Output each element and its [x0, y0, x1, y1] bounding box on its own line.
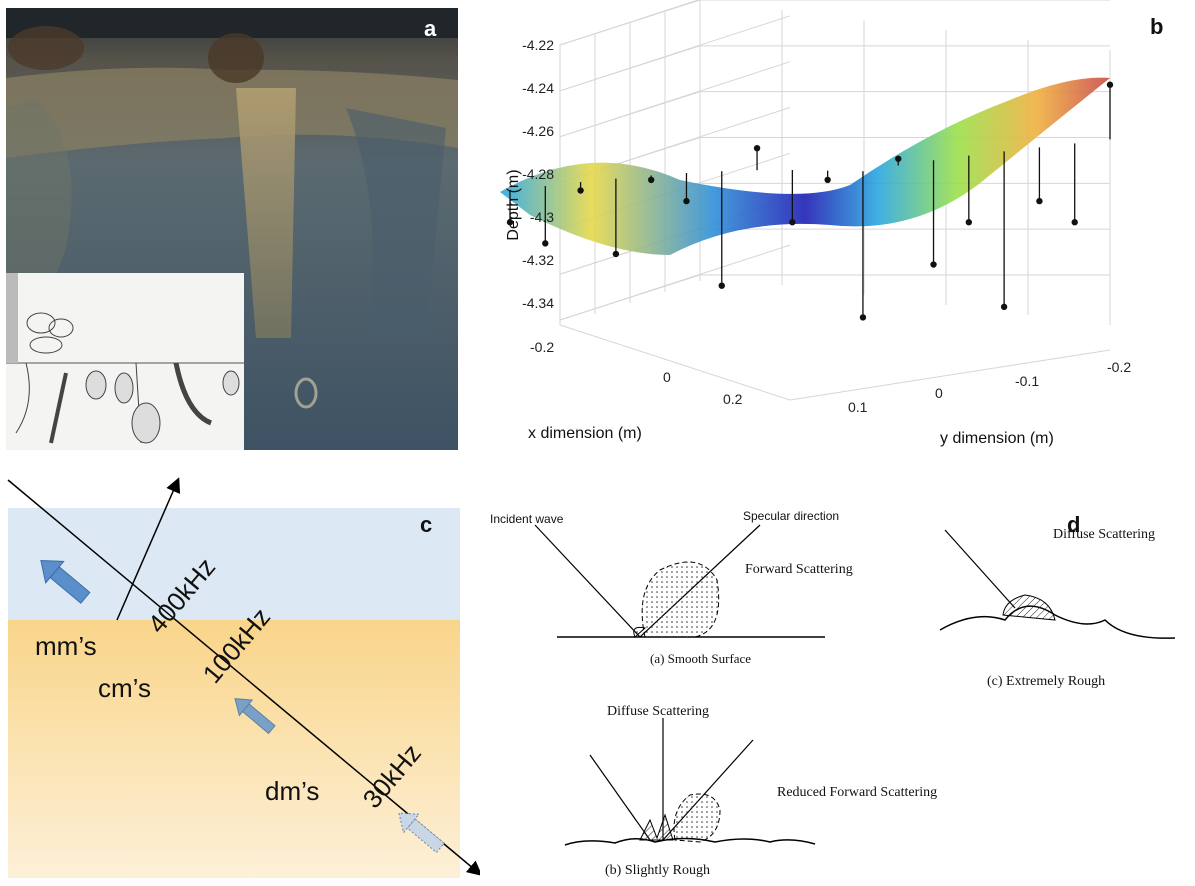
x-tick-label: 0.2: [723, 391, 743, 407]
reflected-ray: [116, 477, 181, 621]
data-point: [930, 261, 937, 268]
z-tick-label: -4.26: [522, 123, 554, 139]
label-specular-direction: Specular direction: [743, 509, 839, 523]
fitted-surface: [500, 77, 1110, 255]
data-point: [1071, 219, 1078, 226]
x-axis-label: x dimension (m): [528, 425, 642, 442]
data-point: [718, 282, 725, 289]
grid-line: [559, 324, 791, 401]
smooth-surface-sketch: [534, 524, 825, 638]
y-tick-label: -0.2: [1107, 359, 1131, 375]
z-tick-label: -4.22: [522, 37, 554, 53]
y-tick-label: -0.1: [1015, 373, 1039, 389]
caption-slightly-rough: (b) Slightly Rough: [605, 863, 710, 878]
panel-b-chart: b -4.22 -4.24 -4.26 -4.28 -4.3 -4.32 -4.34 -0.…: [470, 0, 1195, 460]
z-tick-label: -4.24: [522, 80, 554, 96]
acoustic-penetration-diagram: 400kHz 100kHz 30kHz mm’s cm’s dm’s: [7, 477, 483, 878]
extremely-rough-sketch: [939, 529, 1176, 639]
data-point: [1000, 303, 1008, 311]
scale-dm: dm’s: [265, 776, 319, 806]
panel-d-label: d: [1067, 512, 1081, 537]
caption-extremely-rough: (c) Extremely Rough: [987, 674, 1105, 689]
depth-surface-plot: -4.22 -4.24 -4.26 -4.28 -4.3 -4.32 -4.34 -0.2 0…: [500, 0, 1131, 447]
data-point: [1106, 81, 1114, 88]
data-point: [683, 197, 690, 205]
y-tick-label: 0: [935, 385, 943, 401]
data-point: [824, 176, 831, 184]
data-point: [753, 144, 761, 152]
y-axis-label: y dimension (m): [940, 430, 1054, 447]
data-point: [789, 219, 796, 226]
scattering-regimes-diagram: Incident wave Specular direction Forward…: [490, 509, 1176, 878]
slightly-rough-sketch: [564, 718, 816, 846]
data-point: [612, 250, 620, 258]
y-tick-label: 0.1: [848, 399, 868, 415]
x-tick-label: 0: [663, 369, 671, 385]
grid-line: [559, 0, 701, 46]
label-reduced-forward-scattering: Reduced Forward Scattering: [777, 785, 937, 800]
data-point: [506, 219, 514, 226]
water-layer: [8, 508, 460, 620]
scale-cm: cm’s: [98, 673, 151, 703]
arrow-100khz: [234, 698, 276, 735]
caption-smooth-surface: (a) Smooth Surface: [650, 651, 751, 666]
z-tick-label: -4.32: [522, 252, 554, 268]
arrow-400khz: [40, 560, 91, 604]
inset-sketch: [6, 273, 244, 450]
z-tick-label: -4.34: [522, 295, 554, 311]
panel-c-label: c: [420, 512, 433, 537]
z-tick-label: -4.28: [522, 166, 554, 182]
benthic-fauna-sketch: [6, 273, 244, 444]
label-diffuse-scattering-b: Diffuse Scattering: [607, 704, 709, 719]
panel-d-diagram: Incident wave Specular direction Forward…: [485, 490, 1195, 881]
data-point: [647, 176, 655, 184]
label-forward-scattering: Forward Scattering: [745, 562, 853, 577]
label-incident-wave: Incident wave: [490, 512, 564, 526]
data-point: [1036, 197, 1043, 205]
panel-a-label: a: [424, 16, 437, 41]
label-diffuse-scattering-c: Diffuse Scattering: [1053, 527, 1155, 542]
arrow-30khz: [398, 812, 445, 854]
panel-a-photo: a: [6, 8, 458, 450]
grid-line: [789, 349, 1111, 401]
data-point: [542, 240, 549, 247]
z-tick-label: -4.3: [530, 209, 554, 225]
data-point: [577, 187, 584, 194]
x-tick-label: -0.2: [530, 339, 554, 355]
data-point: [965, 219, 973, 226]
incident-ray: [7, 479, 483, 876]
sediment-layer: [8, 620, 460, 878]
data-point: [859, 314, 867, 321]
data-point: [895, 155, 902, 162]
scale-mm: mm’s: [35, 631, 97, 661]
z-axis-label: Depth (m): [505, 169, 522, 240]
panel-b-label: b: [1150, 14, 1164, 39]
panel-c-diagram: 400kHz 100kHz 30kHz mm’s cm’s dm’s c: [0, 470, 483, 881]
